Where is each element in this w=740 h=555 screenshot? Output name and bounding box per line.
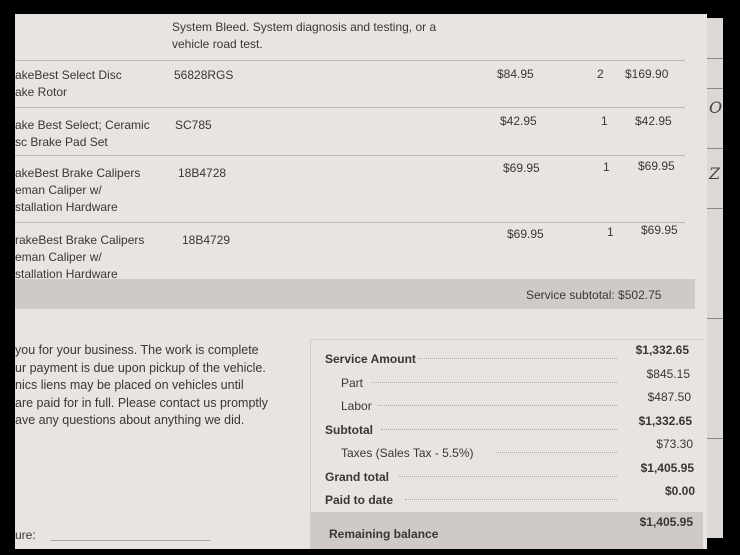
part-number: 56828RGS: [174, 68, 234, 82]
item-name: rakeBest Brake Calipers: [15, 233, 145, 247]
summary-label: Taxes (Sales Tax - 5.5%): [341, 446, 474, 460]
handwritten-mark: O: [709, 98, 723, 117]
signature-label: ure:: [15, 528, 36, 542]
invoice-page: System Bleed. System diagnosis and testi…: [15, 14, 707, 549]
remaining-balance-row: Remaining balance $1,405.95: [311, 512, 703, 549]
quantity: 1: [603, 160, 610, 174]
line-total: $69.95: [638, 159, 675, 173]
line-total: $69.95: [641, 223, 678, 237]
leader-dots: [378, 405, 617, 406]
totals-box: Service Amount $1,332.65 Part $845.15 Labo…: [310, 339, 703, 549]
summary-label: Part: [341, 375, 364, 390]
summary-value: $845.15: [646, 366, 690, 381]
line-total: $42.95: [635, 114, 672, 128]
part-number: 18B4729: [182, 233, 231, 247]
item-name: ake Best Select; Ceramic: [15, 118, 150, 132]
background-paper-sheet: O Z: [705, 18, 723, 538]
quantity: 1: [601, 114, 608, 128]
summary-label: Subtotal: [325, 422, 373, 437]
service-subtotal: Service subtotal: $502.75: [526, 288, 662, 302]
service-subtotal-bar: Service subtotal: $502.75: [15, 279, 695, 309]
summary-value: $1,405.95: [640, 460, 694, 475]
remaining-balance-value: $1,405.95: [639, 515, 693, 529]
leader-dots: [405, 499, 617, 500]
leader-dots: [371, 381, 617, 383]
summary-label: Service Amount: [325, 352, 416, 366]
signature-line: [50, 540, 210, 541]
unit-price: $69.95: [507, 227, 544, 241]
summary-value: $1,332.65: [638, 413, 692, 428]
service-description: System Bleed. System diagnosis and testi…: [172, 20, 437, 51]
summary-value: $73.30: [656, 437, 693, 451]
part-number: 18B4728: [178, 166, 227, 180]
summary-label: Paid to date: [325, 493, 394, 507]
item-name: akeBest Brake Calipers: [15, 166, 141, 180]
part-number: SC785: [175, 118, 212, 132]
summary-label: Labor: [341, 399, 372, 413]
quantity: 1: [607, 225, 614, 239]
handwritten-mark: Z: [709, 164, 721, 183]
unit-price: $84.95: [497, 67, 534, 81]
quantity: 2: [597, 67, 604, 81]
leader-dots: [417, 358, 617, 359]
summary-label: Grand total: [325, 469, 390, 484]
item-name: akeBest Select Disc: [15, 68, 122, 82]
unit-price: $69.95: [503, 161, 540, 175]
summary-value: $0.00: [664, 484, 695, 498]
leader-dots: [495, 452, 617, 453]
unit-price: $42.95: [500, 114, 537, 128]
leader-dots: [399, 475, 617, 477]
line-total: $169.90: [625, 67, 669, 81]
thank-you-note: you for your business. The work is compl…: [15, 343, 268, 427]
remaining-balance-label: Remaining balance: [329, 527, 439, 541]
summary-value: $487.50: [647, 390, 691, 404]
summary-value: $1,332.65: [635, 343, 689, 357]
leader-dots: [380, 428, 617, 430]
